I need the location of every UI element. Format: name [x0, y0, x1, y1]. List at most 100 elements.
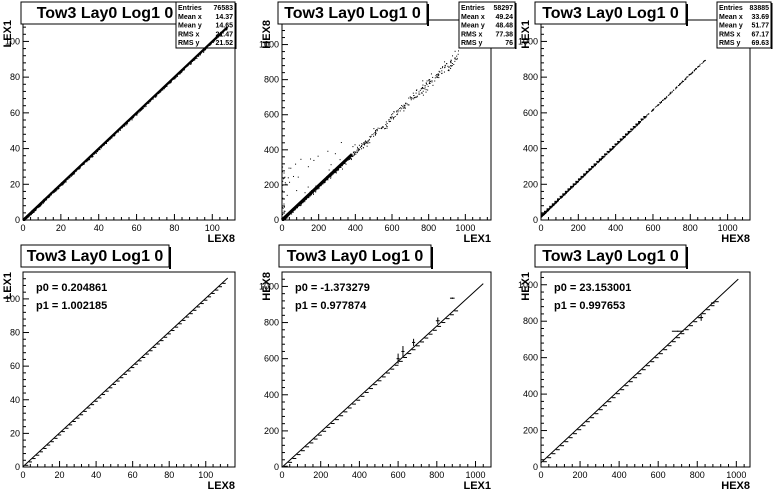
scatter-point: [390, 118, 392, 120]
scatter-point: [376, 129, 378, 131]
y-tick-label: 1000: [259, 281, 279, 291]
scatter-point: [113, 135, 115, 137]
scatter-point: [404, 107, 406, 109]
scatter-point: [399, 110, 401, 112]
scatter-point: [599, 160, 601, 162]
scatter-point: [599, 159, 601, 161]
scatter-point: [152, 98, 154, 100]
scatter-point: [437, 73, 439, 75]
scatter-point: [565, 193, 567, 195]
scatter-point: [349, 158, 351, 160]
pad-3: 0 200 400 600 800 100002004006008001000HEX8HE…: [518, 1, 773, 245]
scatter-point: [450, 64, 452, 66]
x-tick-label: 200: [573, 470, 588, 480]
scatter-point: [124, 125, 126, 127]
x-axis-label: HEX8: [721, 480, 750, 492]
scatter-point: [393, 116, 395, 118]
scatter-point: [443, 71, 445, 73]
scatter-point: [628, 132, 630, 134]
scatter-point: [69, 176, 71, 178]
scatter-point: [338, 169, 340, 171]
scatter-point: [139, 110, 141, 112]
scatter-point: [667, 94, 669, 96]
scatter-point: [213, 41, 215, 43]
scatter-point: [374, 134, 376, 136]
stats-label: Mean y: [719, 23, 743, 30]
scatter-point: [352, 146, 354, 148]
scatter-point: [92, 156, 94, 158]
scatter-point: [660, 101, 662, 103]
scatter-point: [409, 96, 411, 98]
scatter-point: [390, 117, 392, 119]
x-axis-label: HEX8: [721, 233, 750, 245]
scatter-point: [148, 102, 150, 104]
scatter-point: [392, 113, 394, 115]
scatter-point: [426, 84, 428, 86]
scatter-point: [357, 147, 359, 149]
scatter-point: [61, 184, 63, 186]
scatter-point: [358, 149, 360, 151]
scatter-point: [198, 55, 200, 57]
scatter-point: [586, 172, 588, 174]
scatter-point: [50, 194, 52, 196]
stats-label: Mean x: [178, 14, 202, 21]
scatter-point: [410, 97, 412, 99]
scatter-point: [702, 62, 704, 64]
scatter-point: [691, 72, 693, 74]
scatter-point: [389, 117, 391, 119]
scatter-point: [647, 113, 649, 115]
y-tick-label: 400: [523, 144, 538, 154]
scatter-point: [609, 150, 611, 152]
scatter-point: [397, 113, 399, 115]
scatter-point: [58, 187, 60, 189]
scatter-point: [57, 188, 59, 190]
fit-param-p1: p1 = 0.997653: [554, 300, 625, 312]
y-axis-label: HEX8: [261, 20, 273, 49]
scatter-point: [547, 210, 549, 212]
scatter-point: [657, 105, 659, 107]
scatter-point: [317, 188, 319, 190]
scatter-point: [159, 91, 161, 93]
scatter-point: [302, 202, 304, 204]
fit-line: [281, 283, 484, 468]
scatter-point: [368, 138, 370, 140]
x-tick-label: 800: [421, 223, 436, 233]
y-tick-label: 40: [10, 144, 20, 154]
scatter-point: [675, 87, 677, 89]
scatter-point: [183, 69, 185, 71]
scatter-point: [141, 109, 143, 111]
scatter-point: [340, 166, 342, 168]
scatter-point: [205, 48, 207, 50]
scatter-point: [388, 119, 390, 121]
scatter-point: [657, 104, 659, 106]
pad-6: 0 200 400 600 800 100002004006008001000HEX8HE…: [518, 244, 751, 492]
scatter-point: [174, 77, 176, 79]
scatter-point: [454, 57, 456, 59]
stats-value: 83885: [750, 5, 770, 12]
x-tick-label: 1000: [718, 223, 738, 233]
scatter-point: [382, 126, 384, 128]
scatter-point: [675, 88, 677, 90]
scatter-point: [617, 143, 619, 145]
scatter-point: [87, 160, 89, 162]
scatter-point: [630, 130, 632, 132]
scatter-point: [203, 50, 205, 52]
pad-2: 0 200 400 600 800 100002004006008001000LEX1HE…: [259, 1, 517, 245]
scatter-point: [575, 182, 577, 184]
scatter-point: [330, 176, 332, 178]
scatter-point: [580, 178, 582, 180]
scatter-point: [659, 102, 661, 104]
scatter-point: [635, 125, 637, 127]
y-tick-label: 600: [523, 353, 538, 363]
x-tick-label: 0: [279, 470, 284, 480]
scatter-point: [578, 180, 580, 182]
scatter-point: [30, 214, 32, 216]
scatter-point: [135, 114, 137, 116]
scatter-point: [335, 172, 337, 174]
scatter-point: [624, 136, 626, 138]
scatter-point: [368, 139, 370, 141]
chart-title: Tow3 Lay0 Log1 0: [37, 5, 174, 22]
x-tick-label: 0: [279, 223, 284, 233]
scatter-point: [207, 47, 209, 49]
